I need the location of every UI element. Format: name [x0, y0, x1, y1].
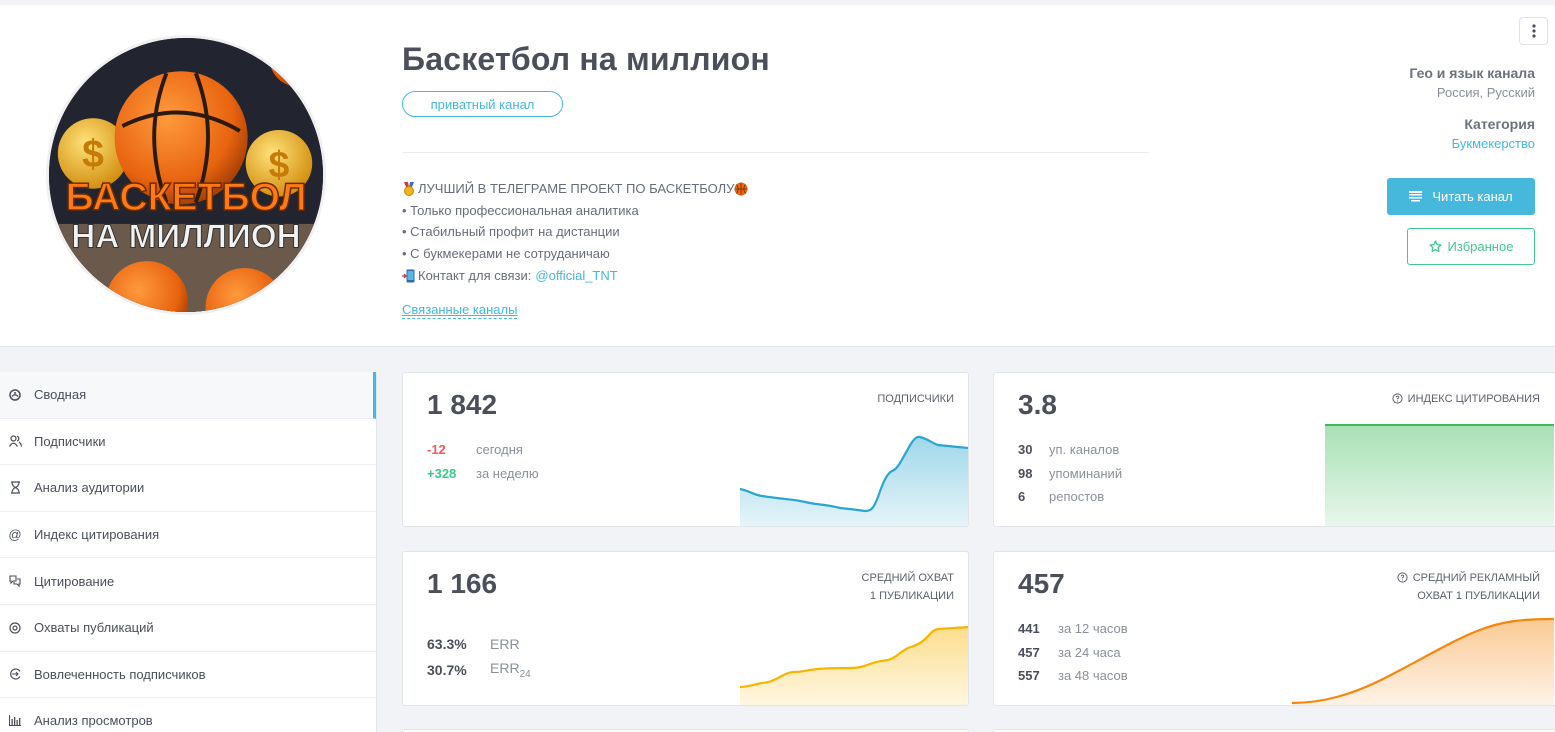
category-link[interactable]: Букмекерство — [1451, 136, 1535, 151]
basketball-icon — [734, 182, 748, 196]
svg-text:НА МИЛЛИОН: НА МИЛЛИОН — [71, 218, 300, 255]
err-value: 63.3% — [427, 636, 467, 652]
sidebar-nav: Сводная Подписчики Анализ аудитории @ Ин… — [0, 372, 377, 732]
channel-description: ЛУЧШИЙ В ТЕЛЕГРАМЕ ПРОЕКТ ПО БАСКЕТБОЛУ … — [402, 178, 750, 287]
sidebar-item-citations[interactable]: Цитирование — [0, 558, 376, 605]
description-contact: Контакт для связи: @official_TNT — [402, 265, 750, 287]
eye-icon — [8, 621, 22, 635]
subscribers-count: 1 842 — [427, 389, 498, 420]
engagement-icon — [8, 667, 22, 681]
citation-sparkline — [1325, 424, 1554, 526]
description-headline: ЛУЧШИЙ В ТЕЛЕГРАМЕ ПРОЕКТ ПО БАСКЕТБОЛУ — [402, 178, 750, 200]
mobile-phone-icon — [402, 269, 415, 283]
hourglass-icon — [8, 481, 22, 495]
category-title: Категория — [1464, 116, 1535, 132]
subscribers-stats: -12 сегодня +328 за неделю — [427, 442, 539, 481]
geo-title: Гео и язык канала — [1409, 65, 1535, 81]
avatar-image: $ $ БАСКЕТБОЛ НА МИЛЛИОН — [49, 38, 323, 312]
citation-index-label: ИНДЕКС ЦИТИРОВАНИЯ — [1392, 390, 1540, 408]
description-bullet: • С букмекерами не сотруданичаю — [402, 246, 610, 262]
average-reach-label: СРЕДНИЙ ОХВАТ 1 ПУБЛИКАЦИИ — [861, 572, 954, 602]
ad-reach-sparkline — [1292, 617, 1554, 705]
ad-reach-stats: 441 за 12 часов 457 за 24 часа 557 за 48 ча… — [1018, 621, 1128, 684]
average-reach-card[interactable]: 1 166 СРЕДНИЙ ОХВАТ 1 ПУБЛИКАЦИИ 63.3% ER… — [402, 551, 969, 706]
err24-value: 30.7% — [427, 662, 467, 678]
sidebar-item-citation-index[interactable]: @ Индекс цитирования — [0, 512, 376, 559]
header-divider — [402, 152, 1149, 153]
related-channels-link[interactable]: Связанные каналы — [402, 302, 518, 319]
sidebar-item-post-reach[interactable]: Охваты публикаций — [0, 605, 376, 652]
sidebar-item-audience-analysis[interactable]: Анализ аудитории — [0, 465, 376, 512]
ad-reach-card[interactable]: 457 СРЕДНИЙ РЕКЛАМНЫЙ ОХВАТ 1 ПУБЛИКАЦИИ… — [993, 551, 1555, 706]
citation-index-value: 3.8 — [1018, 389, 1057, 420]
average-reach-sparkline — [740, 625, 968, 705]
channel-title: Баскетбол на миллион — [402, 41, 770, 77]
star-icon — [1428, 240, 1442, 253]
users-icon — [8, 434, 22, 448]
svg-text:$: $ — [269, 143, 290, 185]
dashboard-icon — [8, 388, 22, 402]
read-channel-button[interactable]: Читать канал — [1387, 178, 1535, 215]
medal-icon — [404, 181, 414, 196]
ad-reach-label: СРЕДНИЙ РЕКЛАМНЫЙ ОХВАТ 1 ПУБЛИКАЦИИ — [1397, 569, 1540, 605]
quote-icon — [8, 574, 22, 588]
sidebar-item-engagement[interactable]: Вовлеченность подписчиков — [0, 652, 376, 699]
sidebar-item-summary[interactable]: Сводная — [0, 372, 376, 419]
next-card-right — [993, 729, 1555, 732]
err-stats: 63.3% ERR 30.7% ERR24 — [427, 636, 531, 680]
private-channel-badge: приватный канал — [402, 91, 563, 117]
help-icon[interactable] — [1392, 393, 1403, 404]
contact-handle-link[interactable]: @official_TNT — [535, 267, 618, 283]
svg-text:$: $ — [82, 133, 104, 176]
geo-language-block: Гео и язык канала Россия, Русский — [1409, 65, 1535, 100]
channel-avatar: $ $ БАСКЕТБОЛ НА МИЛЛИОН — [46, 35, 326, 315]
description-bullet: • Только профессиональная аналитика — [402, 202, 639, 218]
list-icon — [1409, 191, 1423, 202]
ad-reach-value: 457 — [1018, 568, 1065, 599]
more-options-button[interactable] — [1519, 17, 1548, 45]
next-card-left — [402, 729, 969, 732]
today-change: -12 — [427, 442, 446, 458]
favorite-button[interactable]: Избранное — [1407, 228, 1535, 265]
channel-header: $ $ БАСКЕТБОЛ НА МИЛЛИОН Баскетбол на ми… — [0, 5, 1555, 347]
description-bullet: • Стабильный профит на дистанции — [402, 224, 620, 240]
week-change: +328 — [427, 465, 457, 481]
svg-text:БАСКЕТБОЛ: БАСКЕТБОЛ — [65, 176, 306, 219]
subscribers-label: ПОДПИСЧИКИ — [877, 393, 954, 405]
citation-index-card[interactable]: 3.8 ИНДЕКС ЦИТИРОВАНИЯ 30 уп. каналов 98 у… — [993, 372, 1555, 527]
geo-value: Россия, Русский — [1436, 85, 1535, 100]
average-reach-value: 1 166 — [427, 568, 498, 599]
sidebar-item-views-analysis[interactable]: Анализ просмотров — [0, 698, 376, 732]
category-block: Категория Букмекерство — [1452, 116, 1535, 151]
subscribers-card[interactable]: 1 842 ПОДПИСЧИКИ -12 сегодня +328 за недел… — [402, 372, 969, 527]
subscribers-sparkline — [740, 435, 968, 526]
at-icon: @ — [8, 527, 22, 543]
bar-chart-icon — [8, 714, 22, 728]
citation-stats: 30 уп. каналов 98 упоминаний 6 репостов — [1018, 442, 1123, 505]
sidebar-item-subscribers[interactable]: Подписчики — [0, 419, 376, 466]
help-icon[interactable] — [1397, 572, 1408, 583]
kebab-icon — [1531, 24, 1536, 38]
